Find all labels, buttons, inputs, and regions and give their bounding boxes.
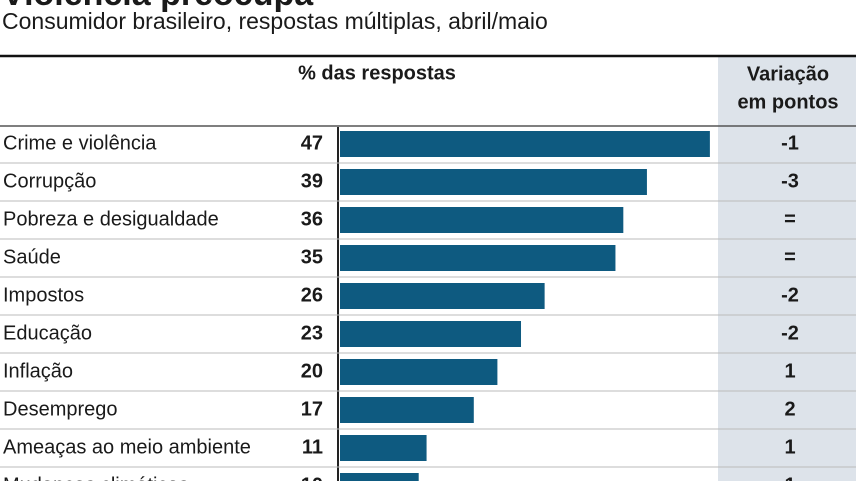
bar xyxy=(340,321,522,347)
variation-value: 1 xyxy=(784,474,795,481)
variation-value: = xyxy=(784,246,796,268)
chart-subtitle: Consumidor brasileiro, respostas múltipl… xyxy=(2,8,548,34)
variation-header: Variação xyxy=(747,63,829,85)
bar xyxy=(340,359,498,385)
category-label: Desemprego xyxy=(3,398,118,420)
category-label: Corrupção xyxy=(3,170,96,192)
bar xyxy=(340,131,710,157)
bar xyxy=(340,435,427,461)
category-label: Educação xyxy=(3,322,92,344)
value-header: % das respostas xyxy=(298,62,456,84)
category-label: Mudanças climáticas xyxy=(3,474,189,481)
variation-column xyxy=(718,56,856,481)
category-label: Impostos xyxy=(3,284,84,306)
variation-value: -2 xyxy=(781,284,799,306)
bar xyxy=(340,207,624,233)
category-label: Crime e violência xyxy=(3,132,157,154)
value-label: 11 xyxy=(302,436,323,458)
variation-value: 1 xyxy=(784,436,795,458)
variation-value: -1 xyxy=(781,132,799,154)
bar xyxy=(340,397,474,423)
value-label: 26 xyxy=(301,284,323,306)
bar xyxy=(340,245,616,271)
variation-value: -3 xyxy=(781,170,799,192)
value-label: 17 xyxy=(301,398,323,420)
value-label: 39 xyxy=(301,170,323,192)
bar xyxy=(340,169,647,195)
value-label: 20 xyxy=(301,360,323,382)
variation-value: = xyxy=(784,208,796,230)
bar xyxy=(340,283,545,309)
category-label: Pobreza e desigualdade xyxy=(3,208,219,230)
variation-value: 2 xyxy=(784,398,795,420)
value-label: 36 xyxy=(301,208,323,230)
variation-value: 1 xyxy=(784,360,795,382)
bar xyxy=(340,473,419,481)
category-label: Ameaças ao meio ambiente xyxy=(3,436,251,458)
variation-value: -2 xyxy=(781,322,799,344)
category-label: Inflação xyxy=(3,360,73,382)
value-label: 47 xyxy=(301,132,323,154)
value-label: 23 xyxy=(301,322,323,344)
variation-header: em pontos xyxy=(737,91,838,113)
value-label: 35 xyxy=(301,246,323,268)
category-label: Saúde xyxy=(3,246,61,268)
chart-title: Violência preocupa xyxy=(2,0,314,13)
value-label: 10 xyxy=(301,474,323,481)
